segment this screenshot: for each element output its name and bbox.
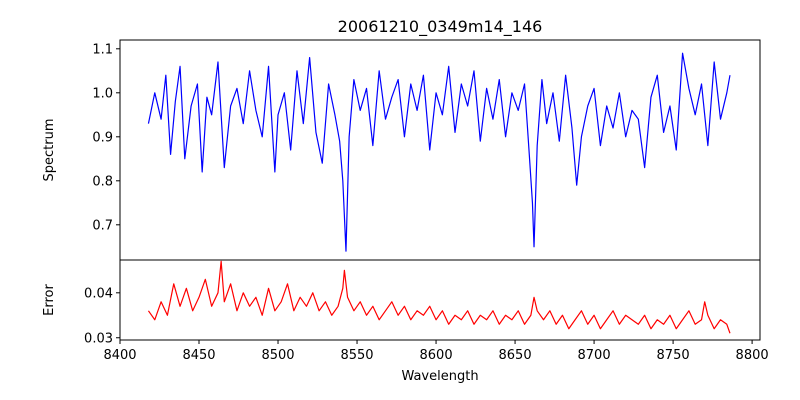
error-plot-area xyxy=(147,260,731,334)
x-tick-label: 8700 xyxy=(578,348,611,363)
x-tick-label: 8750 xyxy=(657,348,690,363)
error-y-ticks: 0.03 0.04 xyxy=(84,286,120,346)
spectrum-y-tick-label: 1.0 xyxy=(92,86,113,101)
error-y-axis-label: Error xyxy=(42,284,57,316)
chart-title: 20061210_0349m14_146 xyxy=(338,17,543,37)
x-tick-label: 8400 xyxy=(103,348,136,363)
spectrum-y-tick-label: 0.9 xyxy=(92,130,113,145)
spectrum-y-tick-label: 1.1 xyxy=(92,42,113,57)
error-series-line-0 xyxy=(147,260,731,334)
spectrum-y-axis-label: Spectrum xyxy=(42,119,57,182)
error-panel: 0.03 0.04 Error xyxy=(42,259,761,346)
spectrum-y-ticks: 0.7 0.8 0.9 1.0 1.1 xyxy=(92,42,120,233)
spectrum-y-tick-label: 0.8 xyxy=(92,174,113,189)
x-tick-label: 8550 xyxy=(340,348,373,363)
spectrum-plot-area xyxy=(147,52,731,252)
spectrum-y-tick-label: 0.7 xyxy=(92,218,113,233)
x-tick-label: 8500 xyxy=(261,348,294,363)
x-tick-label: 8600 xyxy=(420,348,453,363)
x-axis-label: Wavelength xyxy=(401,369,478,384)
x-ticks: 8400 8450 8500 8550 8600 8650 8700 8750 8800 xyxy=(103,340,769,363)
error-axes-frame xyxy=(119,259,761,341)
error-y-tick-label: 0.03 xyxy=(84,331,113,346)
spectrum-series-line-0 xyxy=(147,52,731,252)
x-tick-label: 8800 xyxy=(736,348,769,363)
error-y-tick-label: 0.04 xyxy=(84,286,113,301)
x-tick-label: 8650 xyxy=(499,348,532,363)
x-tick-label: 8450 xyxy=(182,348,215,363)
